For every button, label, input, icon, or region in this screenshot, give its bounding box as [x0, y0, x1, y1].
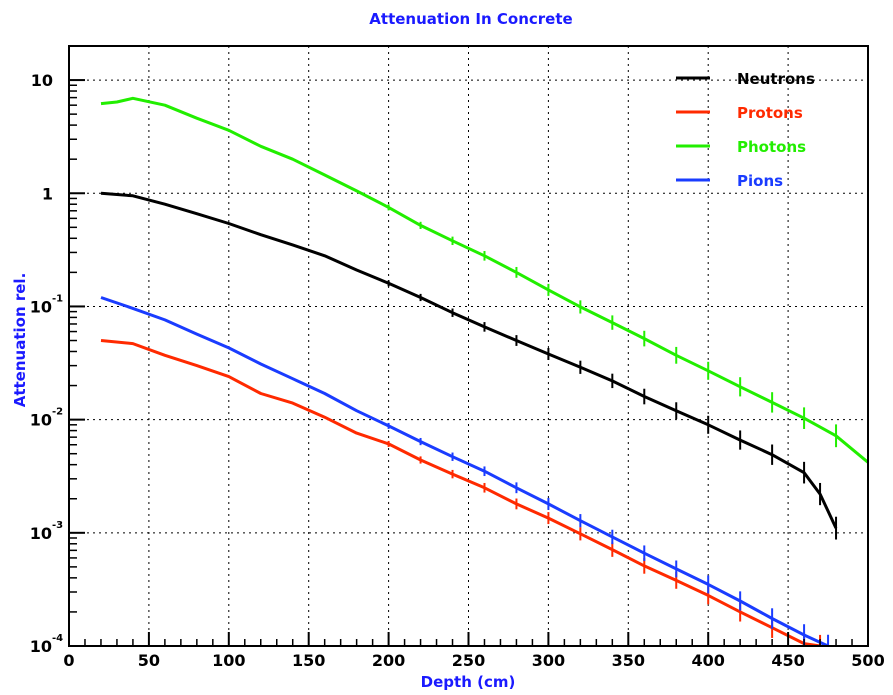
y-tick-label: 10 [30, 524, 52, 543]
y-tick-exponent: -3 [52, 520, 63, 531]
y-tick-label: 10 [30, 297, 52, 316]
series-line [100, 339, 821, 646]
x-tick-label: 250 [452, 651, 485, 670]
series-layer [100, 96, 868, 646]
y-tick-exponent: -1 [52, 293, 63, 304]
x-tick-label: 400 [691, 651, 724, 670]
y-tick-exponent: -4 [52, 633, 63, 644]
series-line [100, 96, 868, 464]
y-tick-exponent: -2 [52, 407, 63, 418]
y-tick-label: 10 [30, 411, 52, 430]
series-line [100, 191, 838, 529]
x-tick-label: 450 [771, 651, 804, 670]
series-pions [100, 296, 830, 646]
x-tick-labels: 0 50 100 150 200 250 300 350 400 450 500 [63, 651, 884, 670]
legend: Neutrons Protons Photons Pions [676, 70, 815, 190]
chart-title: Attenuation In Concrete [369, 10, 572, 28]
x-tick-label: 500 [851, 651, 884, 670]
x-axis-label: Depth (cm) [421, 673, 516, 691]
y-axis-label: Attenuation rel. [11, 273, 29, 408]
legend-label: Neutrons [737, 70, 815, 88]
series-protons [100, 339, 822, 646]
series-photons [100, 96, 868, 475]
y-tick-label: 10 [31, 71, 53, 90]
x-tick-label: 0 [63, 651, 74, 670]
series-neutrons [100, 191, 838, 540]
x-tick-label: 100 [212, 651, 245, 670]
grid-lines [69, 46, 868, 646]
axis-ticks [68, 79, 869, 647]
legend-label: Photons [737, 138, 806, 156]
legend-label: Protons [737, 104, 803, 122]
y-tick-label: 10 [30, 637, 52, 656]
y-tick-label: 1 [42, 184, 53, 203]
x-tick-label: 350 [612, 651, 645, 670]
x-tick-label: 200 [372, 651, 405, 670]
legend-label: Pions [737, 172, 783, 190]
x-tick-label: 50 [138, 651, 160, 670]
x-tick-label: 300 [532, 651, 565, 670]
x-tick-label: 150 [292, 651, 325, 670]
series-line [100, 296, 829, 646]
